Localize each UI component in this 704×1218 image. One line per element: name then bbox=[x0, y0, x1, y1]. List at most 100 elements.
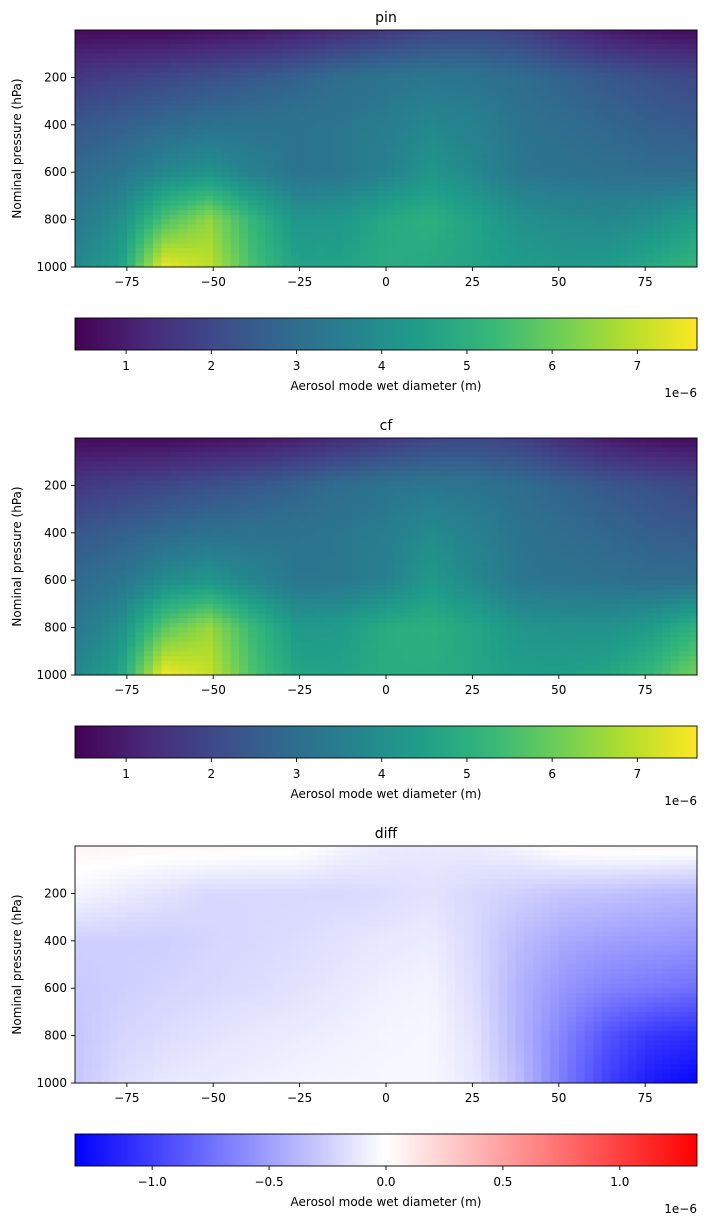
heatmap-cell bbox=[170, 58, 180, 64]
heatmap-cell bbox=[187, 229, 197, 235]
heatmap-cell bbox=[221, 456, 232, 463]
heatmap-cell bbox=[489, 39, 499, 45]
heatmap-cell bbox=[610, 82, 620, 88]
heatmap-cell bbox=[75, 438, 85, 444]
heatmap-cell bbox=[290, 229, 301, 235]
heatmap-cell bbox=[489, 82, 499, 88]
heatmap-cell bbox=[532, 77, 543, 83]
heatmap-cell bbox=[662, 134, 672, 140]
heatmap-cell bbox=[662, 86, 672, 93]
heatmap-cell bbox=[524, 139, 534, 145]
heatmap-cell bbox=[230, 499, 240, 505]
heatmap-cell bbox=[567, 214, 577, 221]
heatmap-cell bbox=[386, 162, 396, 169]
heatmap-cell bbox=[386, 452, 396, 458]
heatmap-cell bbox=[532, 224, 543, 230]
heatmap-cell bbox=[195, 176, 206, 183]
heatmap-cell bbox=[420, 214, 430, 221]
heatmap-cell bbox=[213, 53, 223, 60]
heatmap-cell bbox=[92, 442, 102, 449]
heatmap-cell bbox=[463, 252, 473, 259]
heatmap-cell bbox=[256, 257, 266, 263]
heatmap-cell bbox=[524, 101, 534, 107]
heatmap-cell bbox=[601, 134, 612, 140]
heatmap-cell bbox=[558, 157, 569, 164]
heatmap-cell bbox=[334, 181, 344, 188]
heatmap-cell bbox=[325, 58, 335, 64]
heatmap-cell bbox=[446, 167, 456, 173]
heatmap-cell bbox=[524, 438, 534, 444]
heatmap-cell bbox=[645, 219, 655, 225]
heatmap-cell bbox=[455, 186, 465, 192]
heatmap-cell bbox=[601, 181, 612, 188]
heatmap-cell bbox=[463, 523, 473, 529]
heatmap-cell bbox=[265, 475, 275, 482]
heatmap-cell bbox=[135, 233, 145, 240]
heatmap-cell bbox=[213, 518, 223, 524]
heatmap-cell bbox=[558, 143, 569, 150]
heatmap-cell bbox=[204, 115, 214, 121]
heatmap-cell bbox=[92, 456, 102, 463]
heatmap-cell bbox=[342, 485, 353, 491]
heatmap-cell bbox=[351, 195, 361, 202]
heatmap-cell bbox=[334, 490, 344, 496]
heatmap-cell bbox=[325, 262, 335, 268]
heatmap-cell bbox=[325, 77, 335, 83]
heatmap-cell bbox=[437, 442, 448, 449]
heatmap-cell bbox=[671, 120, 681, 126]
heatmap-cell bbox=[567, 176, 577, 183]
heatmap-cell bbox=[368, 456, 378, 463]
heatmap-cell bbox=[351, 490, 361, 496]
heatmap-cell bbox=[506, 461, 517, 468]
heatmap-cell bbox=[256, 181, 266, 188]
heatmap-cell bbox=[377, 456, 387, 463]
heatmap-cell bbox=[386, 262, 396, 268]
heatmap-cell bbox=[239, 200, 249, 206]
heatmap-cell bbox=[265, 490, 275, 496]
heatmap-cell bbox=[299, 238, 309, 244]
heatmap-cell bbox=[152, 456, 162, 463]
heatmap-cell bbox=[481, 82, 491, 88]
heatmap-cell bbox=[489, 504, 499, 510]
heatmap-cell bbox=[558, 44, 569, 50]
heatmap-cell bbox=[515, 200, 525, 206]
heatmap-cell bbox=[420, 461, 430, 468]
heatmap-cell bbox=[472, 143, 482, 150]
heatmap-cell bbox=[645, 485, 655, 491]
heatmap-cell bbox=[126, 63, 137, 69]
heatmap-cell bbox=[334, 523, 344, 529]
heatmap-cell bbox=[308, 67, 318, 74]
heatmap-cell bbox=[100, 63, 111, 69]
heatmap-cell bbox=[429, 480, 439, 486]
heatmap-cell bbox=[377, 509, 387, 515]
heatmap-cell bbox=[230, 72, 240, 78]
heatmap-cell bbox=[550, 210, 560, 216]
heatmap-cell bbox=[100, 200, 111, 206]
heatmap-cell bbox=[688, 67, 698, 74]
heatmap-cell bbox=[524, 124, 534, 131]
heatmap-cell bbox=[282, 82, 292, 88]
heatmap-cell bbox=[584, 509, 594, 515]
heatmap-cell bbox=[411, 53, 422, 60]
heatmap-cell bbox=[498, 456, 508, 463]
heatmap-cell bbox=[627, 39, 638, 45]
heatmap-cell bbox=[429, 490, 439, 496]
heatmap-cell bbox=[273, 72, 283, 78]
heatmap-cell bbox=[290, 499, 301, 505]
heatmap-cell bbox=[386, 58, 396, 64]
heatmap-cell bbox=[455, 480, 465, 486]
heatmap-cell bbox=[437, 191, 448, 197]
heatmap-cell bbox=[360, 195, 370, 202]
heatmap-cell bbox=[550, 461, 560, 468]
heatmap-cell bbox=[394, 157, 404, 164]
heatmap-cell bbox=[394, 452, 404, 458]
heatmap-cell bbox=[506, 86, 517, 93]
heatmap-cell bbox=[265, 442, 275, 449]
heatmap-cell bbox=[394, 442, 404, 449]
heatmap-cell bbox=[75, 105, 85, 112]
heatmap-cell bbox=[550, 485, 560, 491]
heatmap-cell bbox=[360, 44, 370, 50]
heatmap-cell bbox=[550, 167, 560, 173]
heatmap-cell bbox=[316, 466, 327, 472]
heatmap-cell bbox=[567, 210, 577, 216]
